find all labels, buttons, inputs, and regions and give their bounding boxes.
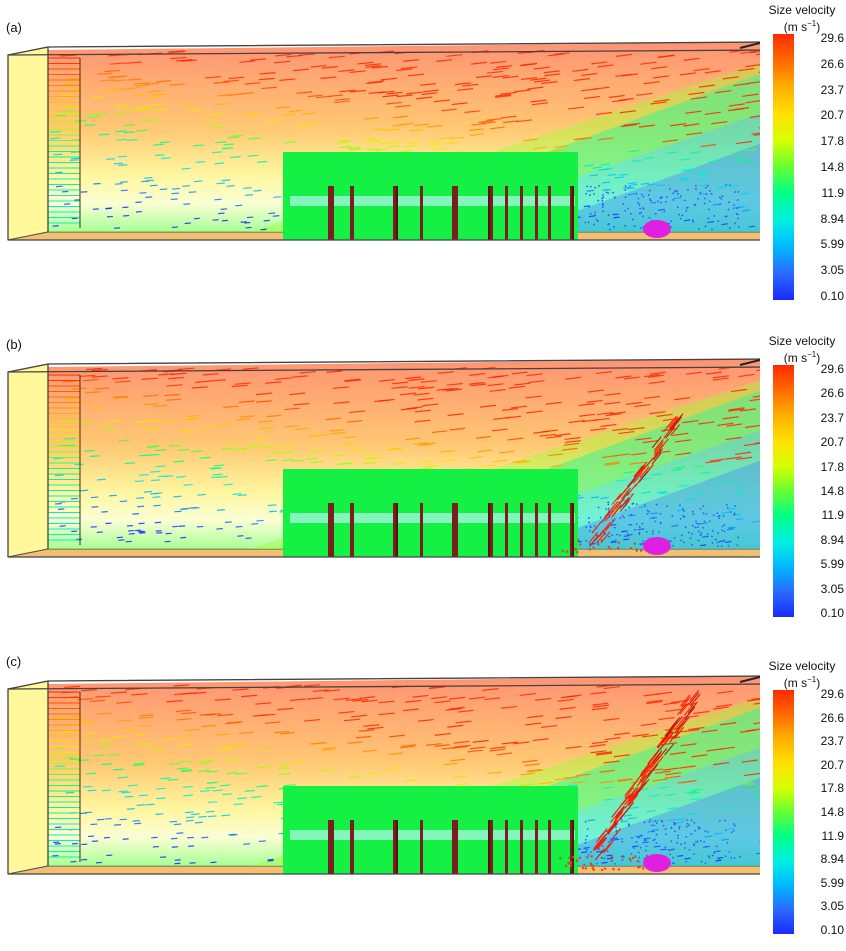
colorbar-tick: 26.6 [770, 57, 844, 71]
inlet-wall [8, 364, 48, 557]
flow-field-scene [0, 634, 760, 951]
colorbar-tick: 17.8 [770, 781, 844, 795]
magenta-obstacle [643, 854, 671, 872]
colorbar-tick: 8.94 [770, 852, 844, 866]
colorbar-tick: 5.99 [770, 876, 844, 890]
colorbar-tick: 23.7 [770, 83, 844, 97]
colorbar-tick: 11.9 [770, 508, 844, 522]
colorbar-tick: 3.05 [770, 899, 844, 913]
colorbar-title: Size velocity(m s−1) [760, 660, 844, 690]
colorbar-tick: 20.7 [770, 758, 844, 772]
flow-field-scene [0, 0, 760, 317]
colorbar-tick: 8.94 [770, 212, 844, 226]
colorbar-title: Size velocity(m s−1) [760, 4, 844, 34]
flow-field-scene [0, 317, 760, 634]
colorbar-tick: 0.10 [770, 923, 844, 937]
colorbar-title-line1: Size velocity [760, 660, 844, 673]
colorbar-tick: 11.9 [770, 186, 844, 200]
colorbar-tick: 29.6 [770, 31, 844, 45]
colorbar-tick: 8.94 [770, 533, 844, 547]
colorbar-tick: 20.7 [770, 435, 844, 449]
colorbar-title: Size velocity(m s−1) [760, 335, 844, 365]
colorbar-tick: 0.10 [770, 289, 844, 303]
colorbar-tick: 14.8 [770, 160, 844, 174]
inlet-wall [8, 47, 48, 240]
colorbar-tick: 23.7 [770, 734, 844, 748]
magenta-obstacle [643, 537, 671, 555]
colorbar-tick: 14.8 [770, 484, 844, 498]
magenta-obstacle [643, 220, 671, 238]
colorbar-tick: 3.05 [770, 582, 844, 596]
colorbar-tick: 29.6 [770, 362, 844, 376]
colorbar-tick: 14.8 [770, 805, 844, 819]
colorbar-title-line1: Size velocity [760, 335, 844, 348]
colorbar-tick: 26.6 [770, 386, 844, 400]
colorbar-tick: 5.99 [770, 237, 844, 251]
colorbar-tick: 17.8 [770, 460, 844, 474]
colorbar-tick: 5.99 [770, 557, 844, 571]
colorbar-tick: 23.7 [770, 411, 844, 425]
colorbar-tick: 20.7 [770, 108, 844, 122]
colorbar-tick: 26.6 [770, 711, 844, 725]
colorbar-tick: 0.10 [770, 606, 844, 620]
colorbar-tick: 3.05 [770, 263, 844, 277]
colorbar-title-line1: Size velocity [760, 4, 844, 17]
inlet-wall [8, 681, 48, 874]
colorbar-tick: 11.9 [770, 829, 844, 843]
colorbar-tick: 29.6 [770, 687, 844, 701]
colorbar-tick: 17.8 [770, 134, 844, 148]
